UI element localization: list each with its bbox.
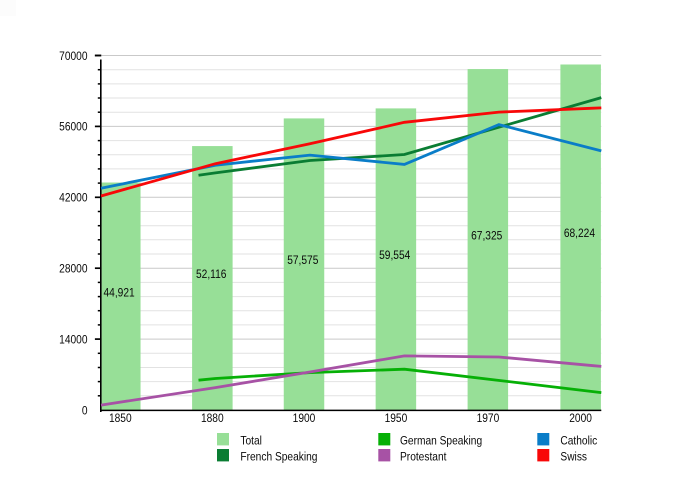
svg-text:1970: 1970 <box>477 413 500 426</box>
svg-text:70000: 70000 <box>59 50 87 63</box>
svg-text:1880: 1880 <box>201 413 224 426</box>
svg-text:14000: 14000 <box>59 334 87 347</box>
svg-text:French Speaking: French Speaking <box>240 451 317 464</box>
svg-text:2000: 2000 <box>569 413 592 426</box>
svg-text:1900: 1900 <box>293 413 316 426</box>
svg-text:44,921: 44,921 <box>104 287 135 300</box>
svg-text:1950: 1950 <box>385 413 408 426</box>
svg-text:56000: 56000 <box>59 121 87 134</box>
svg-text:1850: 1850 <box>109 413 132 426</box>
svg-text:Catholic: Catholic <box>560 435 597 448</box>
svg-text:68,224: 68,224 <box>564 228 595 241</box>
svg-text:German Speaking: German Speaking <box>400 435 482 448</box>
svg-text:67,325: 67,325 <box>471 230 502 243</box>
svg-text:Total: Total <box>240 435 262 448</box>
svg-text:59,554: 59,554 <box>379 250 410 263</box>
svg-text:28000: 28000 <box>59 263 87 276</box>
svg-text:Protestant: Protestant <box>400 451 447 464</box>
svg-text:Swiss: Swiss <box>560 451 587 464</box>
svg-text:42000: 42000 <box>59 192 87 205</box>
svg-text:0: 0 <box>82 405 88 418</box>
svg-text:57,575: 57,575 <box>287 255 318 268</box>
svg-text:52,116: 52,116 <box>196 268 226 281</box>
